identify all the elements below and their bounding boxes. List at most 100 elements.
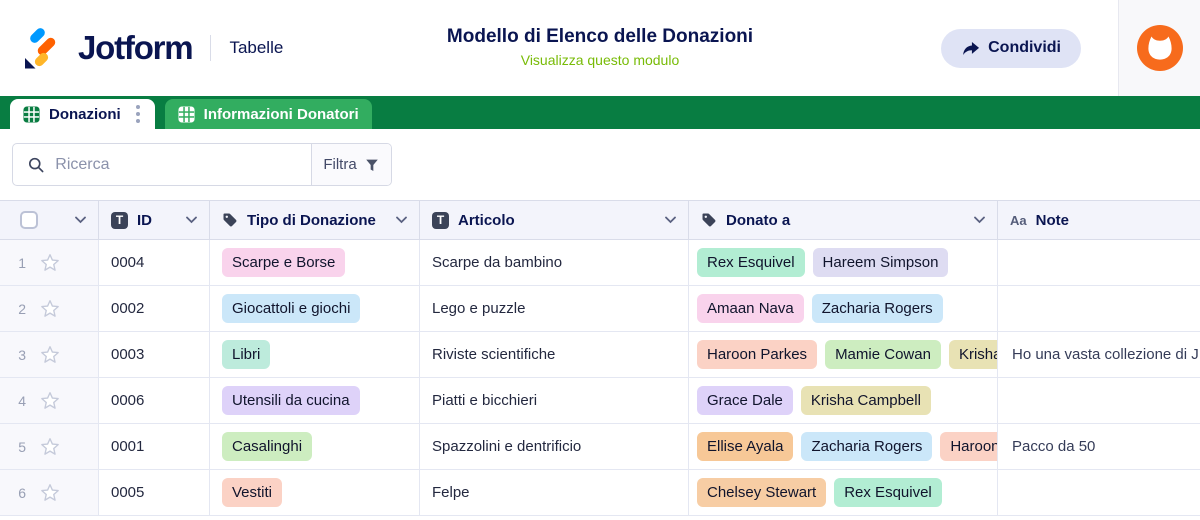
cell-donation-type[interactable]: Giocattoli e giochi: [210, 286, 420, 331]
chevron-down-icon[interactable]: [186, 216, 197, 224]
column-header-donated-to[interactable]: Donato a: [689, 201, 998, 239]
row-number: 3: [18, 346, 26, 363]
column-header-donation-type[interactable]: Tipo di Donazione: [210, 201, 420, 239]
cell-donated-to[interactable]: Amaan Nava Zacharia Rogers: [689, 286, 998, 331]
donee-tag[interactable]: Zacharia Rogers: [811, 294, 943, 323]
chevron-down-icon[interactable]: [396, 216, 407, 224]
row-number: 1: [18, 254, 26, 271]
table-grid-icon: [178, 105, 195, 123]
table-row: 5 0001 Casalinghi Spazzolini e dentrific…: [0, 424, 1200, 470]
cell-article[interactable]: Scarpe da bambino: [420, 240, 689, 285]
donee-tag[interactable]: Rex Esquivel: [834, 478, 942, 507]
donee-tag[interactable]: Rex Esquivel: [697, 248, 805, 277]
select-all-checkbox[interactable]: [20, 211, 38, 229]
star-icon[interactable]: [39, 390, 61, 412]
donee-tag[interactable]: Ellise Ayala: [697, 432, 794, 461]
cell-donation-type[interactable]: Libri: [210, 332, 420, 377]
tab-menu-dots-icon[interactable]: [134, 103, 142, 125]
donee-tag[interactable]: Krisha Campbell: [948, 340, 997, 369]
donee-tag[interactable]: Haroon Parkes: [697, 340, 818, 369]
donee-tag[interactable]: Krisha Campbell: [800, 386, 931, 415]
cell-donation-type[interactable]: Casalinghi: [210, 424, 420, 469]
star-icon[interactable]: [39, 482, 61, 504]
donee-tag[interactable]: Mamie Cowan: [825, 340, 941, 369]
chevron-down-icon[interactable]: [75, 216, 86, 224]
cell-article[interactable]: Piatti e bicchieri: [420, 378, 689, 423]
table-grid-icon: [23, 105, 40, 123]
cell-id[interactable]: 0002: [99, 286, 210, 331]
donation-type-tag[interactable]: Libri: [222, 340, 271, 369]
cell-note[interactable]: Ho una vasta collezione di J.: [998, 332, 1200, 377]
tag-column-icon: [702, 213, 716, 227]
donee-tag[interactable]: Zacharia Rogers: [801, 432, 933, 461]
row-number: 6: [18, 484, 26, 501]
chevron-down-icon[interactable]: [665, 216, 676, 224]
column-header-note[interactable]: Aa Note: [998, 201, 1200, 239]
star-icon[interactable]: [39, 344, 61, 366]
tab-informazioni-donatori[interactable]: Informazioni Donatori: [164, 99, 372, 129]
column-header-article[interactable]: T Articolo: [420, 201, 689, 239]
cell-id[interactable]: 0001: [99, 424, 210, 469]
donation-type-tag[interactable]: Utensili da cucina: [222, 386, 360, 415]
tab-donazioni[interactable]: Donazioni: [10, 99, 155, 129]
star-icon[interactable]: [39, 298, 61, 320]
search-input[interactable]: [55, 155, 311, 174]
star-icon[interactable]: [39, 436, 61, 458]
column-header-id[interactable]: T ID: [99, 201, 210, 239]
donation-type-tag[interactable]: Casalinghi: [222, 432, 313, 461]
cell-donated-to[interactable]: Grace Dale Krisha Campbell: [689, 378, 998, 423]
share-label: Condividi: [988, 39, 1061, 56]
donee-tag[interactable]: Amaan Nava: [697, 294, 804, 323]
filter-button[interactable]: Filtra: [311, 144, 391, 185]
row-select-cell: 3: [0, 332, 99, 377]
cell-donated-to[interactable]: Rex Esquivel Hareem Simpson: [689, 240, 998, 285]
cell-id[interactable]: 0003: [99, 332, 210, 377]
star-icon[interactable]: [39, 252, 61, 274]
cell-article[interactable]: Riviste scientifiche: [420, 332, 689, 377]
cell-article[interactable]: Spazzolini e dentrificio: [420, 424, 689, 469]
cell-donation-type[interactable]: Utensili da cucina: [210, 378, 420, 423]
tag-column-icon: [223, 213, 237, 227]
article-value: Lego e puzzle: [432, 300, 526, 317]
table-row: 6 0005 Vestiti Felpe Chelsey Stewart Rex…: [0, 470, 1200, 516]
cell-id[interactable]: 0005: [99, 470, 210, 515]
donation-type-tag[interactable]: Giocattoli e giochi: [222, 294, 361, 323]
cell-donation-type[interactable]: Scarpe e Borse: [210, 240, 420, 285]
row-number: 2: [18, 300, 26, 317]
article-value: Scarpe da bambino: [432, 254, 563, 271]
cell-note[interactable]: Pacco da 50: [998, 424, 1200, 469]
search-bar: Filtra: [12, 143, 392, 186]
cell-article[interactable]: Lego e puzzle: [420, 286, 689, 331]
cell-note[interactable]: [998, 240, 1200, 285]
donation-type-tag[interactable]: Scarpe e Borse: [222, 248, 346, 277]
column-label: ID: [137, 211, 152, 229]
donation-type-tag[interactable]: Vestiti: [222, 478, 283, 507]
donee-tag[interactable]: Grace Dale: [697, 386, 793, 415]
donee-tag[interactable]: Chelsey Stewart: [697, 478, 827, 507]
cell-note[interactable]: [998, 286, 1200, 331]
avatar[interactable]: [1136, 25, 1183, 71]
donee-tag[interactable]: Haroon Parkes: [940, 432, 997, 461]
cell-donated-to[interactable]: Chelsey Stewart Rex Esquivel: [689, 470, 998, 515]
cell-donated-to[interactable]: Ellise Ayala Zacharia Rogers Haroon Park…: [689, 424, 998, 469]
jotform-logo-icon: [25, 28, 56, 69]
id-value: 0005: [111, 484, 145, 501]
donee-tag[interactable]: Hareem Simpson: [812, 248, 949, 277]
cell-donation-type[interactable]: Vestiti: [210, 470, 420, 515]
article-value: Piatti e bicchieri: [432, 392, 538, 409]
jotform-logo[interactable]: Jotform Tabelle: [20, 26, 283, 70]
share-button[interactable]: Condividi: [941, 28, 1081, 68]
cell-id[interactable]: 0006: [99, 378, 210, 423]
note-value: Pacco da 50: [1012, 438, 1096, 455]
chevron-down-icon[interactable]: [974, 216, 985, 224]
cell-note[interactable]: [998, 470, 1200, 515]
row-select-cell: 2: [0, 286, 99, 331]
id-value: 0002: [111, 300, 145, 317]
view-form-link[interactable]: Visualizza questo modulo: [520, 52, 680, 68]
podo-mascot-icon: [1147, 36, 1172, 60]
cell-article[interactable]: Felpe: [420, 470, 689, 515]
cell-id[interactable]: 0004: [99, 240, 210, 285]
note-value: Ho una vasta collezione di J.: [1012, 346, 1200, 363]
cell-donated-to[interactable]: Haroon Parkes Mamie Cowan Krisha Campbel…: [689, 332, 998, 377]
cell-note[interactable]: [998, 378, 1200, 423]
